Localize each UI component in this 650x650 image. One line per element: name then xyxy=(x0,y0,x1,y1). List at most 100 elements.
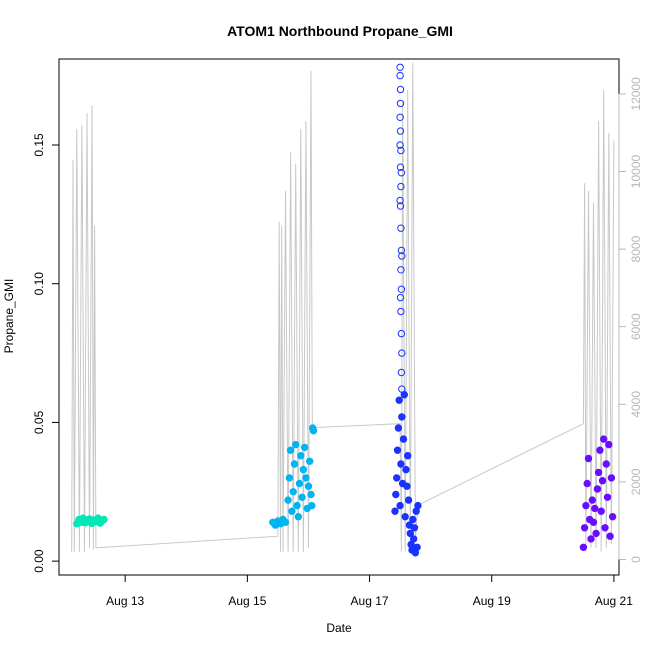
plot-frame xyxy=(58,58,620,576)
x-tick-label: Aug 21 xyxy=(595,594,633,608)
data-point xyxy=(308,501,316,510)
data-point xyxy=(410,524,419,532)
data-point xyxy=(607,474,616,482)
data-point xyxy=(391,507,399,515)
x-axis-label: Date xyxy=(326,621,352,635)
data-point xyxy=(601,524,609,532)
data-point xyxy=(401,513,409,521)
data-point xyxy=(396,202,405,210)
data-point xyxy=(100,515,108,524)
data-point xyxy=(397,307,405,316)
y2-tick-label: 8000 xyxy=(629,235,643,262)
y-tick-label: 0.15 xyxy=(32,133,46,157)
data-point xyxy=(395,396,403,404)
data-point xyxy=(307,490,315,499)
data-point xyxy=(404,452,412,460)
data-point xyxy=(587,535,595,543)
data-point xyxy=(398,349,406,357)
data-point xyxy=(398,252,406,260)
data-point xyxy=(396,141,404,149)
data-point xyxy=(594,468,603,477)
y2-tick-label: 4000 xyxy=(629,391,643,418)
data-point xyxy=(397,460,405,468)
data-point xyxy=(399,435,408,443)
data-point xyxy=(297,452,305,460)
data-point xyxy=(304,482,313,490)
data-point xyxy=(603,493,612,501)
x-tick-label: Aug 13 xyxy=(106,594,144,608)
data-point xyxy=(397,246,406,255)
data-point xyxy=(598,477,607,485)
data-point xyxy=(602,460,610,468)
data-point xyxy=(397,285,406,293)
data-point xyxy=(396,113,404,122)
data-point xyxy=(290,460,299,468)
points-layer xyxy=(73,63,617,557)
data-point xyxy=(392,490,400,499)
data-point xyxy=(394,424,403,432)
data-point xyxy=(292,440,300,449)
data-point xyxy=(591,504,599,513)
data-point xyxy=(396,127,405,135)
data-point xyxy=(295,479,304,488)
data-point xyxy=(608,513,617,521)
data-point xyxy=(293,501,301,510)
data-point xyxy=(597,507,605,515)
data-point xyxy=(285,474,294,482)
data-point xyxy=(584,454,593,463)
data-point xyxy=(284,496,292,504)
data-point xyxy=(588,496,596,504)
y-tick-label: 0.00 xyxy=(32,549,46,573)
data-point xyxy=(286,446,295,454)
data-point xyxy=(404,496,413,504)
data-point xyxy=(605,440,613,449)
data-point xyxy=(409,515,417,524)
data-point xyxy=(406,529,414,538)
data-point xyxy=(410,535,418,543)
data-point xyxy=(397,266,405,274)
data-point xyxy=(309,427,318,435)
data-point xyxy=(398,385,406,393)
data-point xyxy=(397,329,406,338)
data-point xyxy=(393,474,401,482)
data-point xyxy=(298,493,306,501)
y-axis-label: Propane_GMI xyxy=(2,279,16,354)
data-point xyxy=(306,457,314,465)
data-point xyxy=(397,169,406,177)
data-point xyxy=(393,446,402,454)
data-point xyxy=(396,71,404,80)
data-point xyxy=(397,182,405,191)
data-point xyxy=(589,518,598,526)
data-point xyxy=(582,501,590,510)
data-point xyxy=(600,435,608,443)
data-point xyxy=(579,543,588,551)
data-point xyxy=(396,85,405,94)
secondary-series-line xyxy=(71,62,615,552)
secondary-line-layer xyxy=(71,62,615,552)
data-point xyxy=(397,146,405,155)
axes-layer: Aug 13 Aug 15 Aug 17 Aug 19 Aug 21 0.00 0.05 0.… xyxy=(32,77,643,608)
data-point xyxy=(396,293,405,302)
data-point xyxy=(606,532,614,540)
data-point xyxy=(596,446,604,454)
x-tick-label: Aug 15 xyxy=(228,594,266,608)
data-point xyxy=(413,543,421,551)
chart-title: ATOM1 Northbound Propane_GMI xyxy=(227,23,453,39)
data-point xyxy=(402,465,410,474)
data-point xyxy=(583,479,591,488)
data-point xyxy=(592,529,600,538)
y2-tick-label: 2000 xyxy=(629,468,643,495)
data-point xyxy=(397,224,405,232)
data-point xyxy=(396,99,405,108)
data-point xyxy=(288,507,296,515)
x-tick-label: Aug 17 xyxy=(351,594,389,608)
y2-tick-label: 6000 xyxy=(629,313,643,340)
data-point xyxy=(396,196,404,205)
data-point xyxy=(294,513,302,521)
y2-tick-label: 0 xyxy=(629,556,643,563)
data-point xyxy=(403,482,411,490)
y-tick-label: 0.10 xyxy=(32,272,46,296)
data-point xyxy=(281,518,290,526)
data-point xyxy=(289,488,297,496)
